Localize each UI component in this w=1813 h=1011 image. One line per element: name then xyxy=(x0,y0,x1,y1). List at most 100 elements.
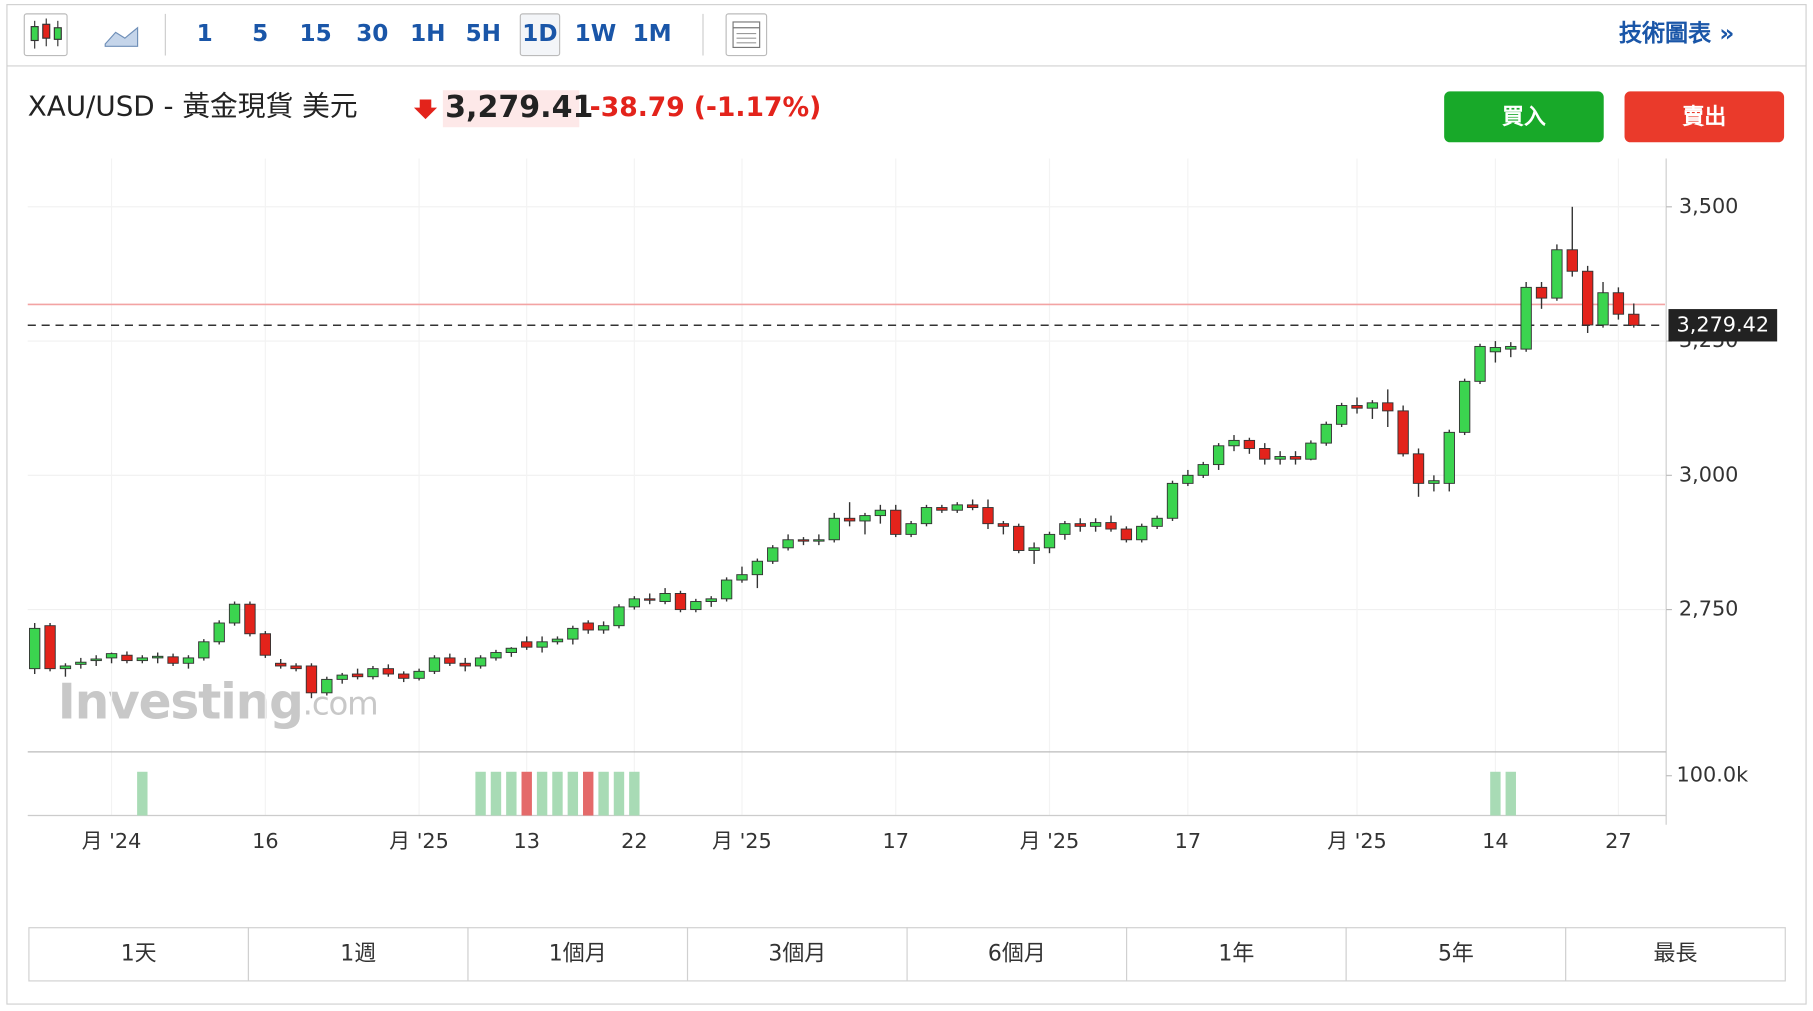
candle xyxy=(1305,440,1317,461)
interval-button[interactable]: 1M xyxy=(633,21,672,47)
interval-label: 5H xyxy=(466,21,501,47)
interval-label: 1W xyxy=(575,21,617,47)
last-price-tag xyxy=(1668,309,1778,342)
range-button[interactable]: 6個月 xyxy=(906,927,1128,982)
candle xyxy=(597,621,610,634)
candle xyxy=(751,558,764,589)
candle xyxy=(1397,405,1409,457)
icon-bar xyxy=(53,27,62,40)
range-button[interactable]: 5年 xyxy=(1345,927,1567,982)
range-button[interactable]: 1天 xyxy=(28,927,250,982)
candle xyxy=(1274,451,1286,465)
candle xyxy=(336,672,348,684)
candle-body xyxy=(367,668,379,678)
area-icon-button[interactable] xyxy=(104,26,139,47)
candle xyxy=(121,651,133,664)
candle xyxy=(1289,451,1302,465)
candle xyxy=(890,504,902,538)
range-button[interactable]: 1年 xyxy=(1126,927,1347,982)
candle xyxy=(782,534,794,551)
candle xyxy=(1120,526,1133,543)
candle xyxy=(828,512,840,543)
candle xyxy=(736,566,748,583)
candle-body xyxy=(1597,292,1609,326)
candle-body xyxy=(1166,482,1179,519)
candle xyxy=(321,676,333,696)
candle xyxy=(767,545,779,564)
x-tick-label: 月 '25 xyxy=(389,829,449,853)
candle-body xyxy=(813,539,825,542)
candle-body xyxy=(997,523,1010,527)
volume-bar xyxy=(583,771,594,816)
candle-body xyxy=(44,625,56,670)
candle-body xyxy=(1351,405,1363,409)
candle xyxy=(75,657,87,669)
candle xyxy=(1043,531,1056,554)
candle xyxy=(1089,518,1102,532)
candle-body xyxy=(290,665,302,670)
buy-button[interactable]: 買入 xyxy=(1444,91,1604,143)
candle-icon-button[interactable] xyxy=(23,13,68,57)
candle-body xyxy=(321,678,333,694)
candle-body xyxy=(1105,522,1117,530)
range-button[interactable]: 1個月 xyxy=(467,927,689,982)
range-button[interactable]: 3個月 xyxy=(686,927,908,982)
x-tick-label: 月 '25 xyxy=(1327,829,1387,853)
candle xyxy=(1182,469,1194,487)
candle xyxy=(105,652,118,664)
candle xyxy=(644,593,656,605)
technical-chart-link[interactable]: 技術圖表 » xyxy=(1619,20,1734,47)
range-buttons: 1天 1週 1個月 3個月 6個月 1年 5年 最長 xyxy=(28,927,1786,982)
candle-body xyxy=(920,507,933,525)
x-tick-label: 22 xyxy=(621,829,647,853)
candle-body xyxy=(936,507,948,511)
candle-body xyxy=(705,598,717,602)
buy-bg xyxy=(1444,91,1604,143)
candle-body xyxy=(843,517,856,522)
candle-body xyxy=(1551,249,1563,299)
candle xyxy=(1212,443,1225,470)
range-label: 1週 xyxy=(340,941,376,966)
candle-body xyxy=(382,668,394,675)
candle-body xyxy=(567,627,579,640)
candle-body xyxy=(1305,442,1317,460)
candle-body xyxy=(1382,402,1394,412)
range-button[interactable]: 1週 xyxy=(247,927,469,982)
interval-label: 1H xyxy=(410,21,445,47)
candle-body xyxy=(1182,474,1194,484)
interval-button[interactable]: 5 xyxy=(252,21,268,47)
interval-button[interactable]: 1H xyxy=(410,21,445,47)
candle-body xyxy=(1366,402,1379,409)
sell-button[interactable]: 賣出 xyxy=(1624,91,1785,143)
candle xyxy=(413,668,425,681)
candle-body xyxy=(720,579,733,600)
interval-button[interactable]: 1W xyxy=(575,21,617,47)
interval-button[interactable]: 5H xyxy=(466,21,501,47)
candle-body xyxy=(351,673,364,678)
x-tick-label: 17 xyxy=(1175,829,1201,853)
candle xyxy=(1412,448,1425,497)
candle xyxy=(259,631,271,658)
candle-body xyxy=(1535,286,1548,299)
candle-body xyxy=(428,657,441,672)
candle-body xyxy=(305,665,318,694)
candle xyxy=(1628,303,1640,328)
candle-body xyxy=(259,633,271,656)
interval-button[interactable]: 15 xyxy=(300,21,332,47)
range-button[interactable]: 最長 xyxy=(1565,927,1786,982)
volume-bar xyxy=(137,771,148,816)
candle xyxy=(521,636,533,650)
candle-body xyxy=(90,658,102,662)
candle-body xyxy=(275,662,287,667)
candle-body xyxy=(1059,523,1071,535)
candle-body xyxy=(413,670,425,679)
interval-button[interactable]: 1D xyxy=(519,13,561,57)
plot: Investing.com2,7503,0003,2503,500100.0k月… xyxy=(27,158,1778,853)
interval-button[interactable]: 30 xyxy=(356,21,388,47)
candle xyxy=(936,504,948,513)
layout-icon-button[interactable] xyxy=(725,13,768,57)
volume-bar xyxy=(1505,771,1516,816)
candle-body xyxy=(1520,286,1532,350)
interval-button[interactable]: 1 xyxy=(197,21,213,47)
